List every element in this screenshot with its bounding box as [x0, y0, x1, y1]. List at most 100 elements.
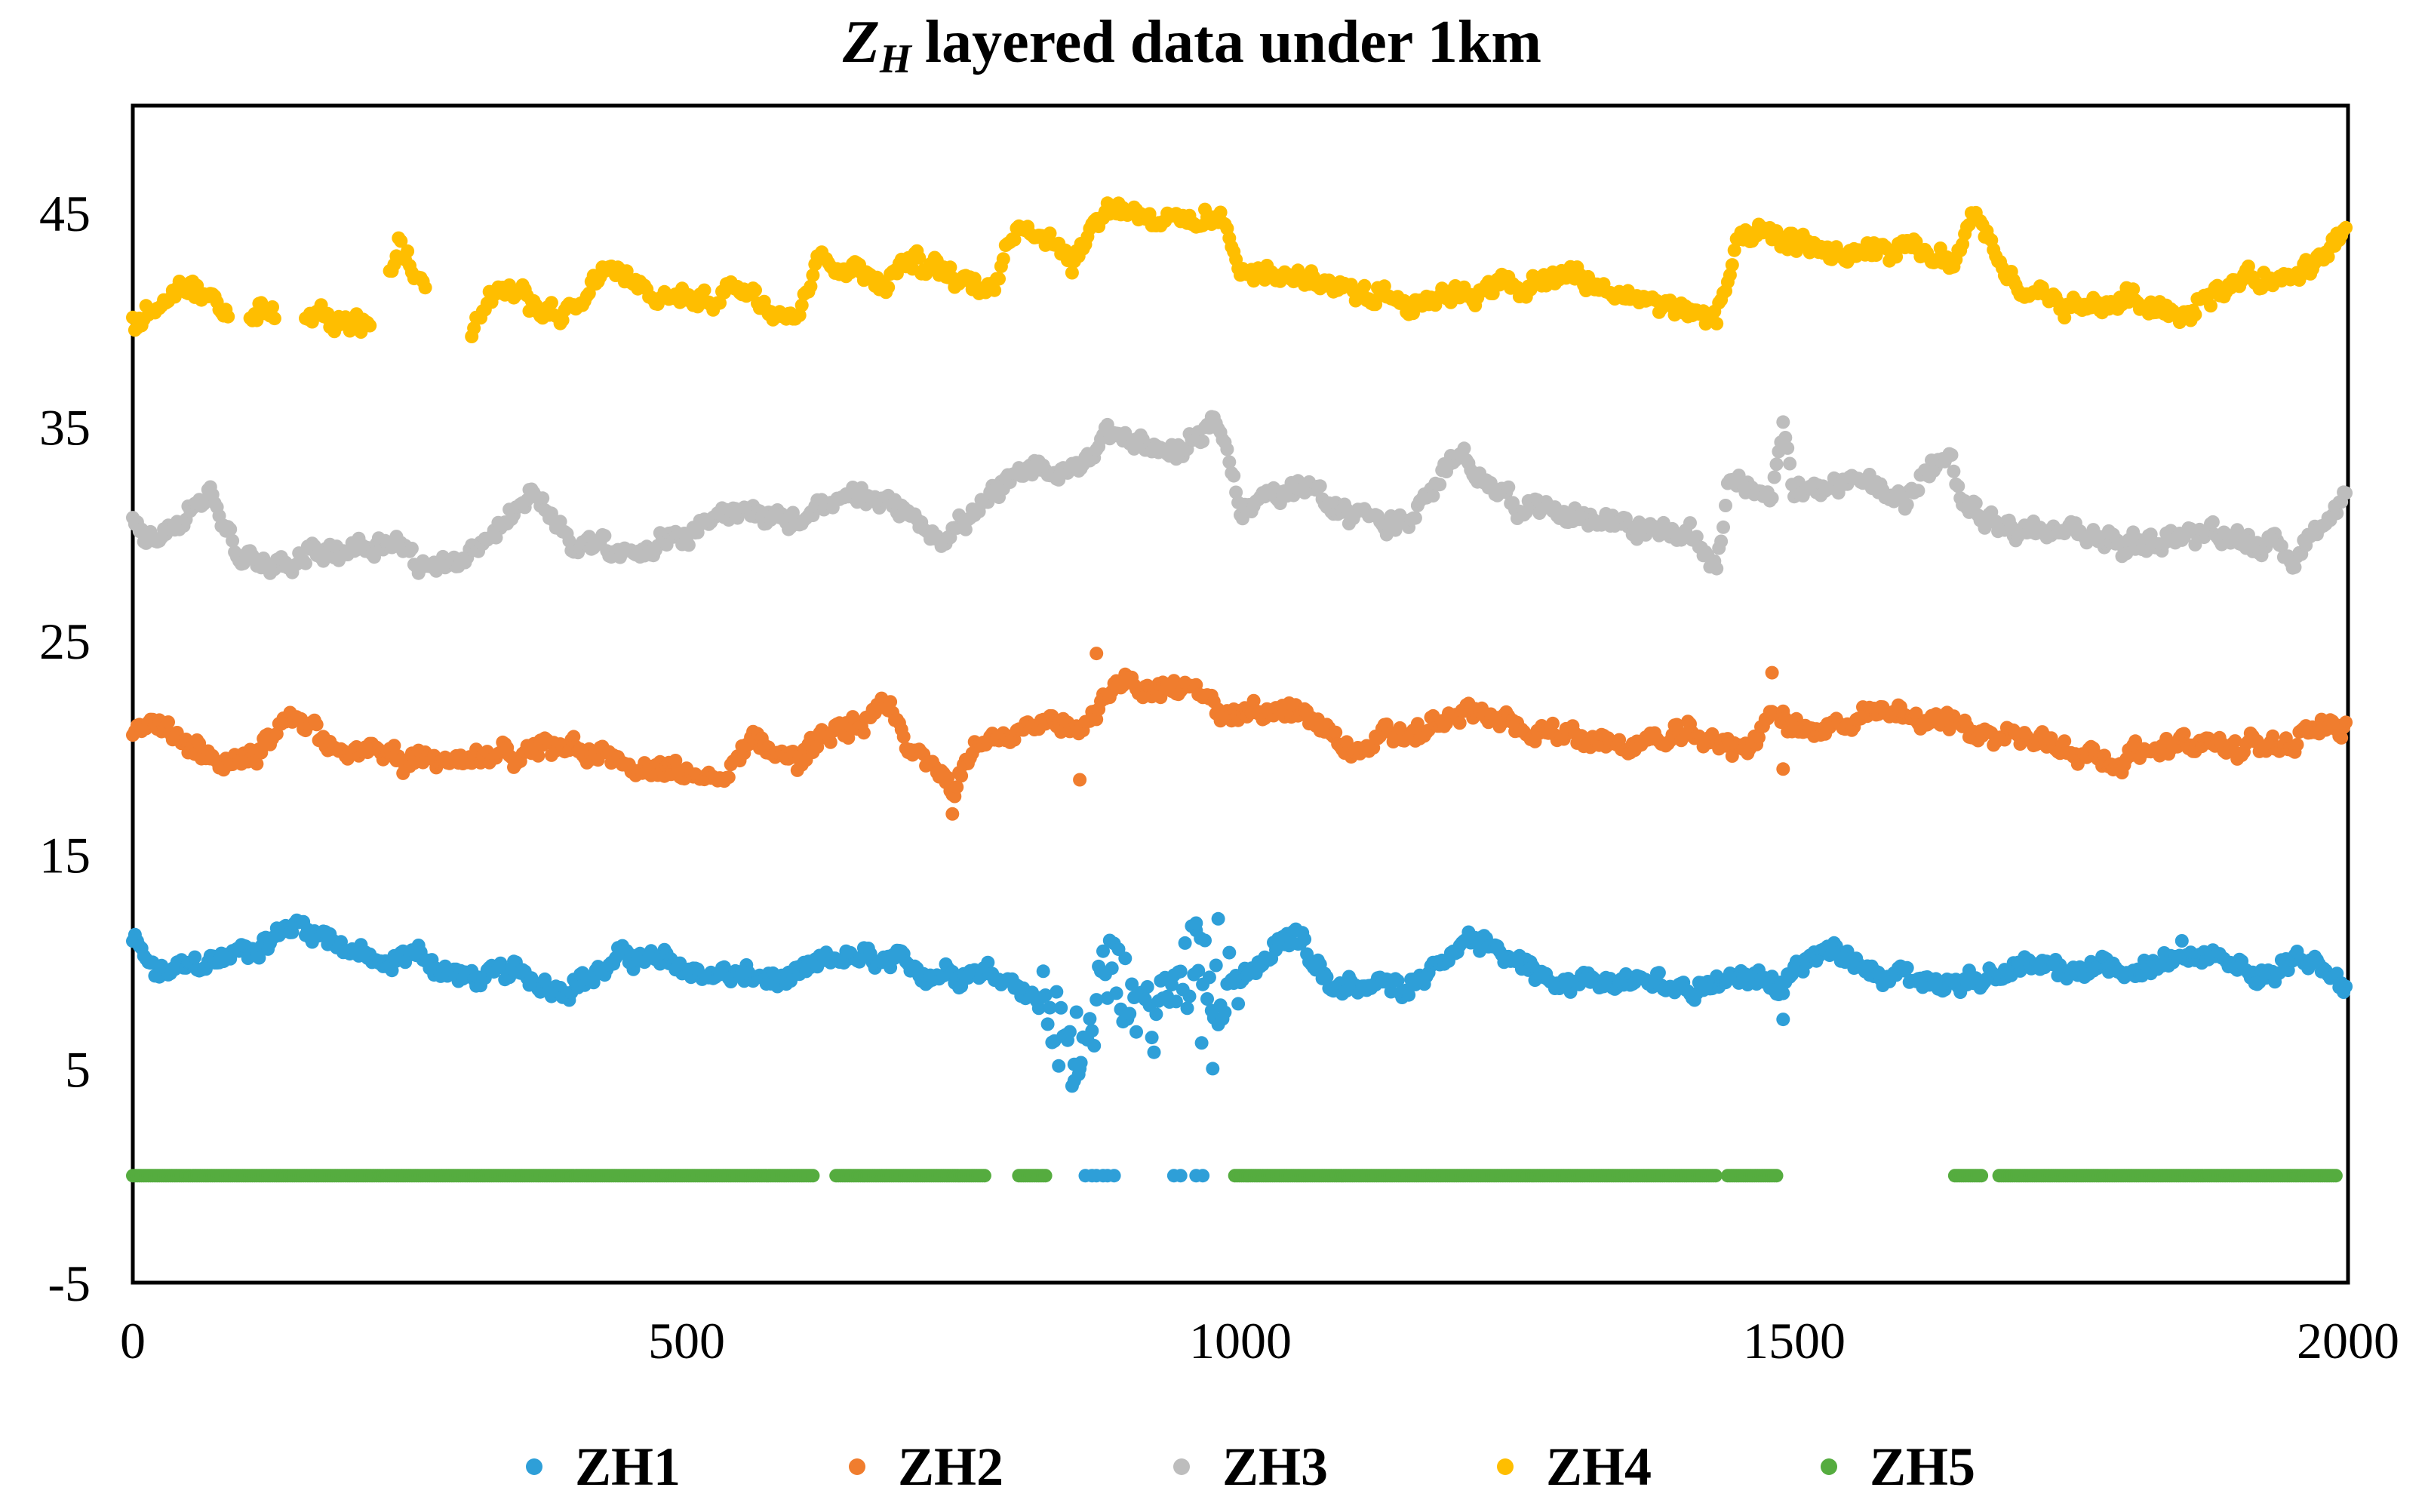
- point-zh2: [856, 726, 871, 740]
- point-zh3: [2339, 486, 2353, 500]
- point-zh2: [1452, 716, 1467, 730]
- point-zh3: [1683, 516, 1697, 530]
- point-zh4: [988, 283, 1002, 297]
- point-zh3: [598, 529, 612, 543]
- point-zh1: [1140, 980, 1154, 994]
- legend-marker-zh4: [1497, 1458, 1514, 1475]
- point-zh2: [1090, 647, 1104, 661]
- x-tick-label: 1000: [1189, 1312, 1292, 1369]
- point-zh3: [2274, 539, 2288, 553]
- point-zh3: [2188, 537, 2202, 552]
- point-zh4: [582, 286, 596, 300]
- y-tick-label: 15: [39, 827, 91, 884]
- point-zh2: [2228, 734, 2242, 748]
- point-zh1: [1096, 944, 1110, 958]
- point-zh1: [1109, 986, 1123, 1000]
- point-zh1: [1194, 1036, 1209, 1050]
- point-zh4: [2204, 299, 2217, 313]
- point-zh1: [2339, 979, 2353, 994]
- point-zh1: [1776, 986, 1790, 1000]
- x-axis: 0 500 1000 1500 2000: [120, 1312, 2399, 1369]
- point-zh4: [881, 280, 896, 294]
- title-symbol: Z: [842, 9, 880, 75]
- point-zh2: [309, 718, 324, 732]
- legend-label-zh2: ZH2: [898, 1437, 1003, 1497]
- point-zh4: [1007, 232, 1022, 247]
- point-zh2: [387, 739, 401, 753]
- point-zh2: [954, 769, 969, 783]
- point-zh2: [1090, 712, 1104, 727]
- point-zh3: [1900, 497, 1914, 512]
- data-points: [126, 196, 2353, 1183]
- point-zh1: [1178, 936, 1192, 950]
- point-zh1: [1211, 911, 1225, 926]
- point-zh2: [254, 745, 269, 760]
- point-zh4: [713, 296, 727, 310]
- point-zh1: [1147, 1045, 1161, 1059]
- point-zh3: [681, 538, 696, 552]
- point-zh2: [945, 807, 960, 821]
- point-zh1: [1083, 1012, 1097, 1026]
- point-zh3: [2144, 527, 2158, 542]
- point-zh1: [1776, 1013, 1790, 1027]
- point-zh1: [1050, 985, 1064, 999]
- point-zh1: [252, 951, 266, 965]
- point-zh4: [1065, 266, 1079, 280]
- point-zh1: [1129, 1025, 1143, 1039]
- point-zh1: [1105, 961, 1119, 976]
- point-zh4: [2126, 282, 2141, 297]
- point-zh1: [1038, 988, 1053, 1002]
- point-zh1: [1085, 1024, 1099, 1038]
- point-zh1: [1173, 964, 1188, 979]
- point-zh3: [1220, 442, 1234, 456]
- point-zh3: [2288, 560, 2302, 574]
- point-zh1: [1118, 951, 1133, 966]
- point-zh4: [1889, 250, 1904, 264]
- point-zh2: [950, 780, 964, 794]
- point-zh3: [1227, 469, 1241, 483]
- point-zh4: [2188, 308, 2202, 321]
- point-zh2: [161, 715, 175, 730]
- y-tick-label: 45: [39, 185, 91, 242]
- point-zh3: [2330, 506, 2344, 521]
- legend-label-zh3: ZH3: [1222, 1437, 1328, 1497]
- point-zh4: [1357, 278, 1372, 293]
- series-zh3: [126, 410, 2353, 580]
- point-zh1: [981, 955, 995, 970]
- x-tick-label: 0: [120, 1312, 146, 1369]
- point-zh4: [1043, 226, 1057, 241]
- point-zh2: [250, 757, 264, 771]
- series-zh1-baseline: [1078, 1169, 1210, 1183]
- point-zh5: [1975, 1169, 1989, 1183]
- point-zh4: [1710, 316, 1724, 330]
- point-zh1: [1169, 994, 1183, 1009]
- point-zh1: [1107, 1169, 1121, 1183]
- point-zh4: [401, 244, 415, 258]
- title-subscript: H: [879, 36, 913, 81]
- point-zh2: [2177, 727, 2191, 741]
- point-zh1: [586, 976, 601, 990]
- point-zh4: [221, 309, 235, 324]
- point-zh4: [363, 318, 377, 333]
- point-zh1: [1036, 964, 1050, 979]
- point-zh1: [1040, 1017, 1055, 1031]
- point-zh2: [1166, 674, 1181, 688]
- point-zh1: [1209, 958, 1223, 973]
- point-zh1: [1206, 1062, 1220, 1076]
- point-zh4: [555, 313, 570, 327]
- point-zh3: [1426, 489, 1440, 503]
- point-zh3: [1781, 441, 1795, 455]
- y-tick-label: 5: [65, 1040, 91, 1098]
- point-zh4: [1397, 293, 1412, 308]
- point-zh4: [2241, 260, 2255, 273]
- point-zh2: [941, 770, 955, 785]
- point-zh2: [823, 735, 838, 749]
- point-zh1: [1202, 970, 1216, 985]
- point-zh2: [2058, 734, 2072, 748]
- point-zh2: [1752, 730, 1766, 745]
- point-zh4: [267, 312, 281, 326]
- point-zh3: [1783, 456, 1797, 471]
- point-zh1: [1149, 1007, 1163, 1022]
